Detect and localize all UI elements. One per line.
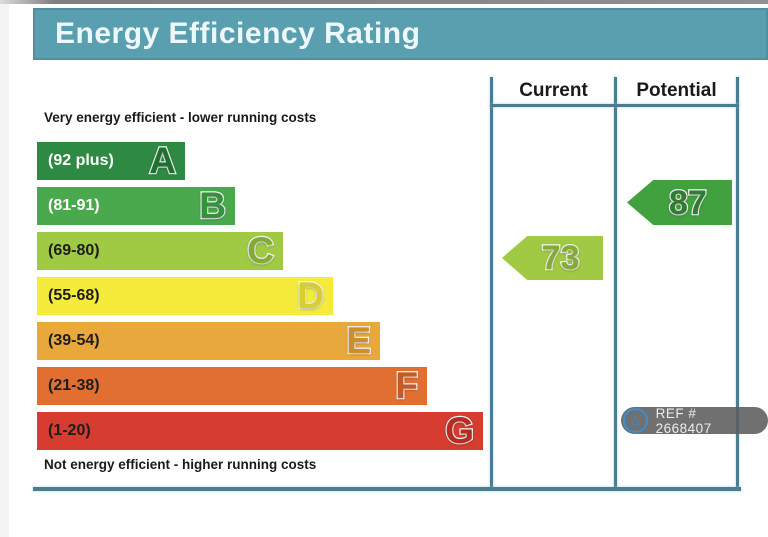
band-range-label: (69-80) <box>48 242 100 259</box>
image-left-edge <box>0 0 9 537</box>
table-header-underline <box>490 104 739 107</box>
ref-number: REF # 2668407 <box>655 405 712 436</box>
page-title: Energy Efficiency Rating <box>55 17 421 50</box>
band-letter: G <box>444 410 475 451</box>
note-not-efficient: Not energy efficient - higher running co… <box>44 457 317 472</box>
band-row-C: (69-80) C <box>37 230 283 271</box>
band-letter: B <box>198 185 227 226</box>
ref-watermark-badge: ⌂ REF # 2668407 <box>621 405 768 436</box>
table-column-divider <box>614 77 617 489</box>
image-top-edge <box>0 0 768 4</box>
band-range-label: (1-20) <box>48 422 91 439</box>
band-range-label: (92 plus) <box>48 152 114 169</box>
band-range-label: (39-54) <box>48 332 100 349</box>
table-border-right <box>736 77 739 489</box>
band-letter: C <box>246 230 275 271</box>
current-rating-value: 73 <box>540 239 580 277</box>
band-row-B: (81-91) B <box>37 185 235 226</box>
table-border-left <box>490 77 493 489</box>
band-range-label: (55-68) <box>48 287 100 304</box>
band-row-E: (39-54) E <box>37 320 380 361</box>
band-letter: F <box>394 365 419 406</box>
current-rating-arrow: 73 <box>502 236 603 280</box>
note-very-efficient: Very energy efficient - lower running co… <box>44 110 317 125</box>
band-row-F: (21-38) F <box>37 365 427 406</box>
title-bar: Energy Efficiency Rating <box>33 8 768 60</box>
band-letter: A <box>148 140 177 181</box>
band-row-A: (92 plus) A <box>37 140 185 181</box>
house-icon: ⌂ <box>623 408 648 433</box>
band-range-label: (21-38) <box>48 377 100 394</box>
band-letter: E <box>345 320 372 361</box>
table-bottom-border <box>33 487 741 491</box>
potential-rating-arrow: 87 <box>627 180 732 225</box>
band-letter: D <box>296 275 325 316</box>
band-row-G: (1-20) G <box>37 410 483 451</box>
column-header-current: Current <box>519 80 588 101</box>
potential-rating-value: 87 <box>668 183 708 222</box>
band-row-D: (55-68) D <box>37 275 333 316</box>
column-header-potential: Potential <box>636 80 717 101</box>
band-range-label: (81-91) <box>48 197 100 214</box>
